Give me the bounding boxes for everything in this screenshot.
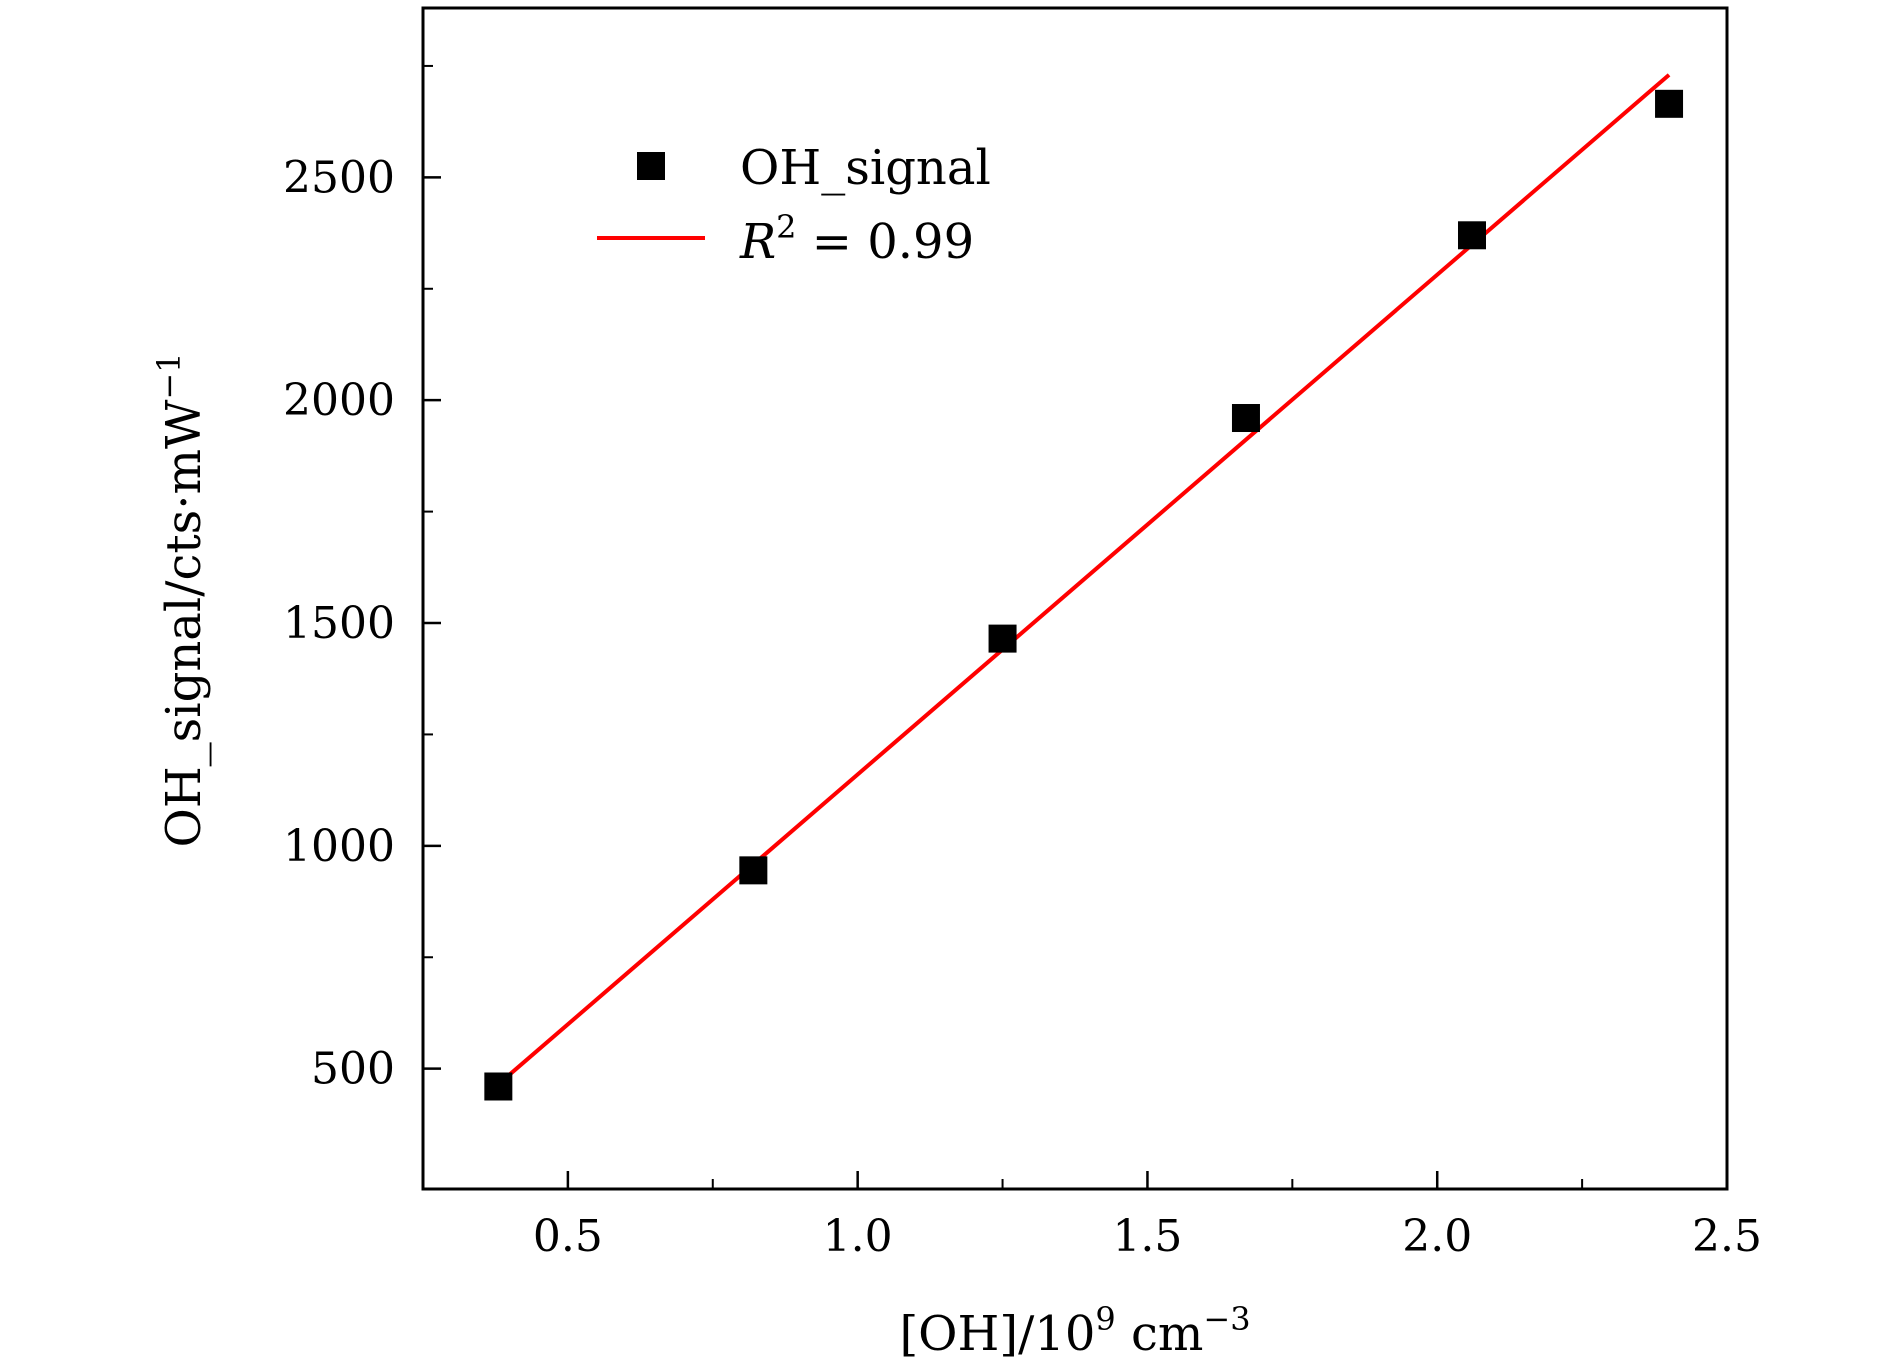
x-tick-label: 2.0 — [1402, 1211, 1472, 1262]
y-tick-label: 1000 — [283, 821, 395, 872]
fit-line-layer — [497, 73, 1671, 1086]
y-tick-label: 1500 — [283, 598, 395, 649]
legend-label-oh-signal: OH_signal — [740, 140, 991, 196]
tick-labels: 0.5 1.0 1.5 2.0 2.5 500 1000 1500 2000 2500 — [283, 152, 1762, 1262]
x-tick-label: 0.5 — [533, 1211, 603, 1262]
x-tick-label: 2.5 — [1692, 1211, 1762, 1262]
y-tick-label: 500 — [311, 1044, 395, 1095]
y-axis-title: OH_signal/cts·mW−1 — [150, 352, 212, 847]
x-tick-label: 1.0 — [823, 1211, 893, 1262]
plot-area-frame — [421, 6, 1729, 1191]
data-point — [739, 856, 768, 885]
y-tick-label: 2500 — [283, 152, 395, 203]
legend-marker-square — [637, 152, 665, 180]
x-axis-title: [OH]/109 cm−3 — [899, 1300, 1250, 1362]
y-tick-label: 2000 — [283, 375, 395, 426]
fit-line — [497, 73, 1671, 1086]
legend: OH_signal R2 = 0.99 — [597, 140, 991, 270]
data-point — [988, 624, 1017, 653]
legend-entry-fit: R2 = 0.99 — [597, 208, 974, 270]
axis-ticks — [422, 64, 1729, 1189]
x-tick-label: 1.5 — [1112, 1211, 1182, 1262]
data-point — [1231, 404, 1260, 433]
data-point — [1457, 221, 1486, 250]
legend-label-fit: R2 = 0.99 — [739, 208, 974, 270]
data-point — [1655, 89, 1684, 118]
data-point — [484, 1072, 513, 1101]
data-points — [484, 89, 1684, 1101]
legend-entry-oh-signal: OH_signal — [637, 140, 991, 196]
